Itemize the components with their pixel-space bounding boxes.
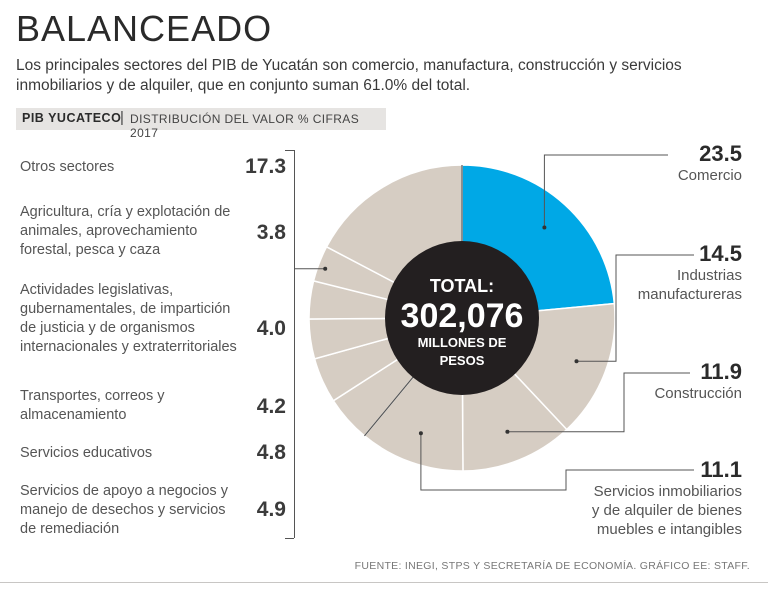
legend-right-label-line2: y de alquiler de bienes — [591, 502, 742, 519]
page-title: BALANCEADO — [16, 8, 273, 49]
leader-dot-3 — [418, 431, 423, 436]
legend-left-label: Agricultura, cría y explotación de anima… — [20, 204, 231, 258]
center-total-value: 302,076 — [401, 297, 524, 335]
leader-dot-2 — [505, 429, 510, 434]
leader-line-3 — [420, 433, 694, 491]
legend-left-label: Servicios de apoyo a negocios y manejo d… — [20, 483, 228, 537]
legend-bracket-top — [285, 150, 294, 151]
legend-left-value: 4.8 — [256, 441, 286, 464]
legend-bracket — [294, 150, 295, 538]
legend-right-label-line3: muebles e intangibles — [596, 521, 742, 538]
leader-dot-1 — [574, 359, 579, 364]
legend-right-value: 11.1 — [700, 457, 742, 482]
leader-line-2 — [507, 372, 690, 433]
legend-right-value: 14.5 — [699, 241, 742, 266]
legend-right-construccion: 11.9 Construcción — [654, 360, 742, 403]
legend-left-row-agricultura: Agricultura, cría y explotación de anima… — [20, 203, 290, 263]
legend-right-label: Construcción — [654, 385, 742, 402]
legend-left-label: Actividades legislativas, gubernamentale… — [20, 282, 237, 355]
legend-left-value: 4.9 — [256, 498, 286, 521]
leader-dot-0 — [542, 225, 547, 230]
legend-right-value: 11.9 — [700, 359, 742, 384]
chart-header-label: PIB YUCATECO — [22, 111, 122, 125]
other-group-dot — [323, 266, 328, 271]
bottom-rule — [0, 582, 768, 583]
legend-left-row-apoyo: Servicios de apoyo a negocios y manejo d… — [20, 482, 290, 542]
legend-left-row-transportes: Transportes, correos y almacenamiento 4.… — [20, 387, 290, 427]
legend-left-row-otros: Otros sectores 17.3 — [20, 155, 290, 182]
legend-right-label: Comercio — [677, 167, 742, 184]
legend-left-value: 17.3 — [245, 155, 286, 178]
legend-bracket-bottom — [285, 538, 294, 539]
legend-right-manufactura: 14.5 Industrias manufactureras — [638, 242, 742, 304]
legend-left-label: Otros sectores — [20, 159, 115, 175]
chart-header-separator: | — [120, 109, 124, 126]
legend-left-value: 3.8 — [256, 221, 286, 244]
legend-left-label: Servicios educativos — [20, 445, 153, 461]
legend-right-label-line1: Servicios inmobiliarios — [593, 483, 742, 500]
leader-lines — [294, 154, 694, 491]
legend-right-label-line2: manufactureras — [637, 286, 742, 303]
legend-right-inmobiliarios: 11.1 Servicios inmobiliarios y de alquil… — [592, 458, 742, 539]
legend-right-value: 23.5 — [699, 141, 742, 166]
chart-header-bar: PIB YUCATECO | DISTRIBUCIÓN DEL VALOR % … — [16, 108, 386, 140]
legend-left-row-educativos: Servicios educativos 4.8 — [20, 441, 290, 468]
center-units-line2: PESOS — [440, 353, 485, 368]
legend-left-value: 4.0 — [256, 317, 286, 340]
source-note: FUENTE: INEGI, STPS Y SECRETARÍA DE ECON… — [354, 560, 750, 572]
leader-line-0 — [543, 154, 668, 228]
donut-center-disc — [385, 241, 539, 395]
legend-left-label: Transportes, correos y almacenamiento — [20, 388, 165, 423]
chart-header-sub: DISTRIBUCIÓN DEL VALOR % CIFRAS 2017 — [130, 112, 360, 140]
leader-line-1 — [576, 254, 694, 362]
page-subtitle: Los principales sectores del PIB de Yuca… — [16, 57, 682, 94]
legend-right-label-line1: Industrias — [676, 267, 742, 284]
center-units-line1: MILLONES DE — [418, 335, 507, 350]
legend-right-comercio: 23.5 Comercio — [678, 142, 742, 185]
center-total-label: TOTAL: — [430, 276, 494, 296]
legend-left-value: 4.2 — [256, 395, 286, 418]
legend-left-row-legislativas: Actividades legislativas, gubernamentale… — [20, 281, 290, 377]
